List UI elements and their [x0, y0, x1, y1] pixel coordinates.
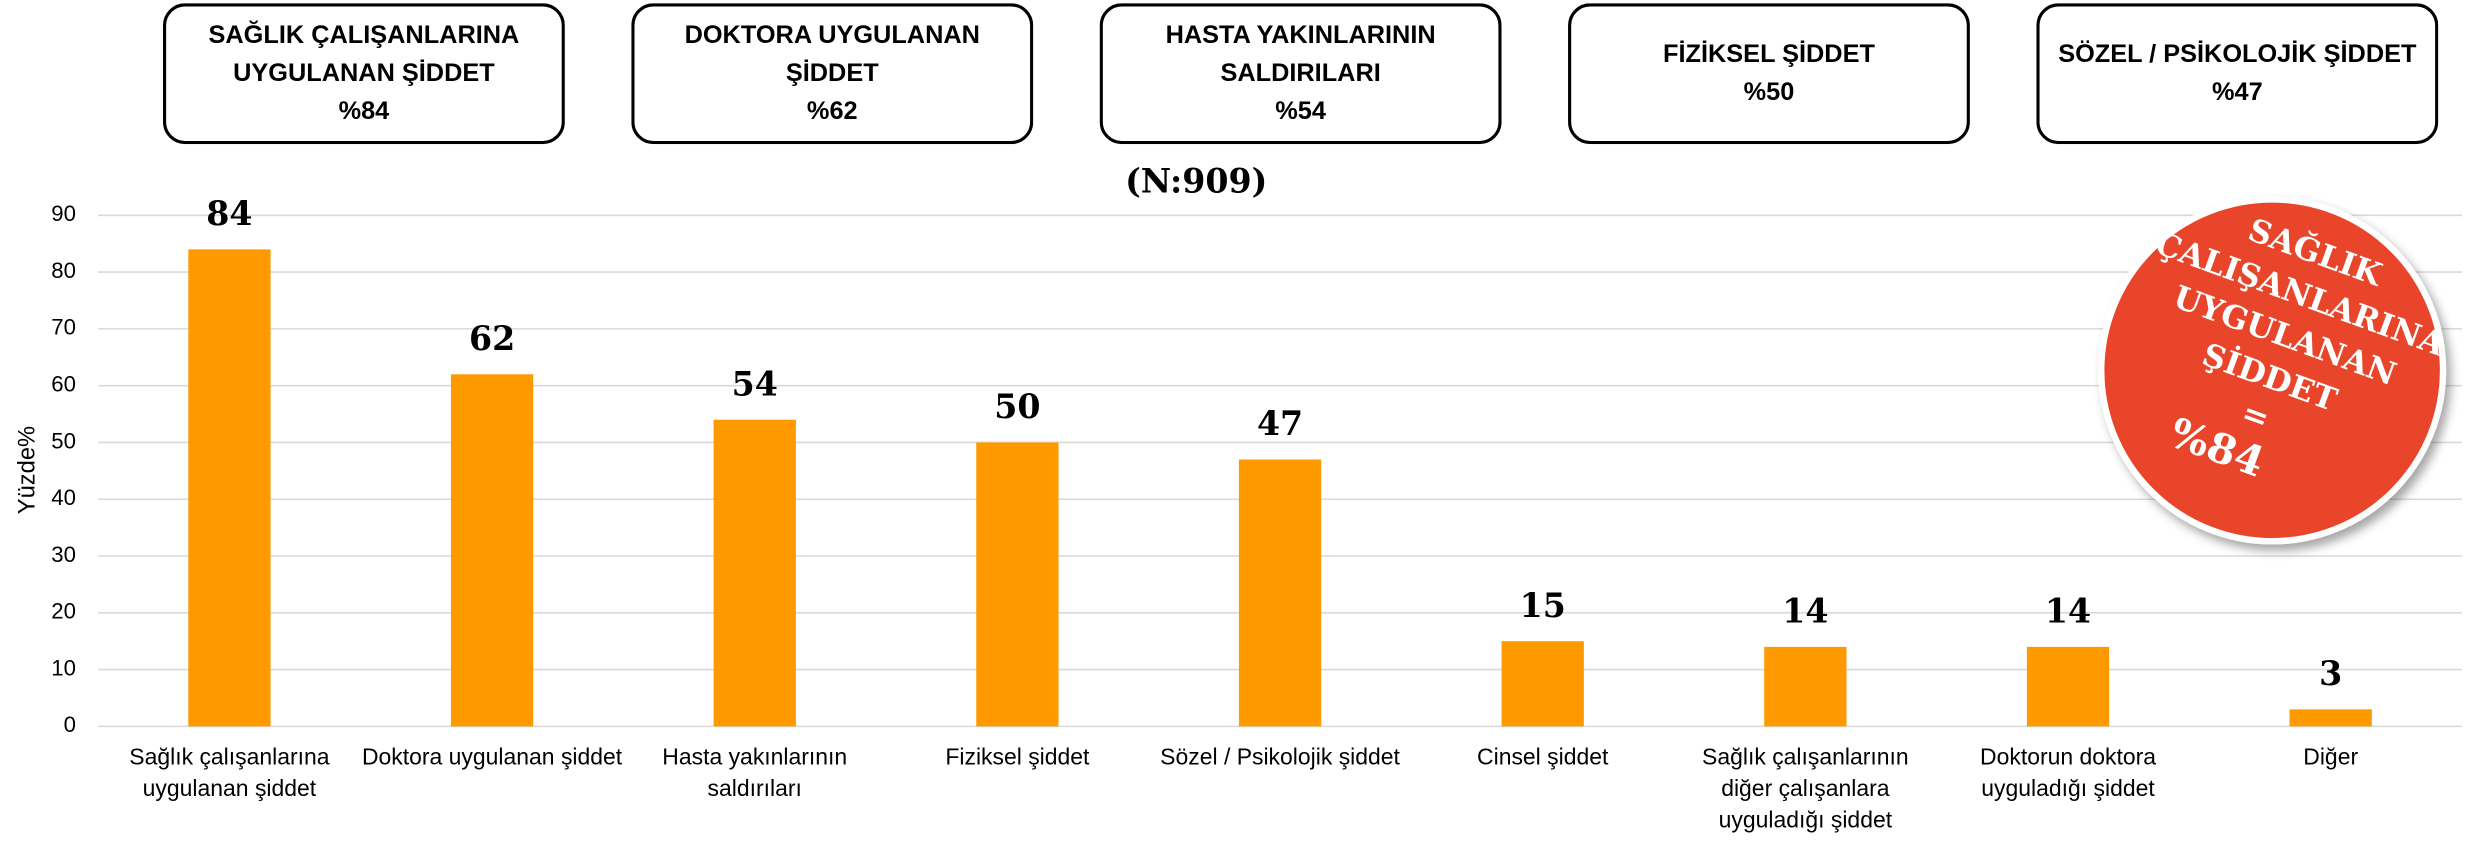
x-tick-label-text: Cinsel şiddet [1477, 745, 1609, 771]
y-tick-label: 30 [51, 542, 76, 567]
summary-box: DOKTORA UYGULANAN ŞİDDET %62 [631, 3, 1034, 145]
chart-subtitle: (N:909) [1125, 162, 1267, 201]
summary-box-frame: SAĞLIK ÇALIŞANLARINA UYGULANAN ŞİDDET %84 [162, 3, 565, 145]
summary-box-frame: SÖZEL / PSİKOLOJİK ŞİDDET %47 [2036, 3, 2439, 145]
x-tick-label: Fiziksel şiddet [945, 745, 1090, 771]
bar [450, 374, 534, 727]
bar [188, 249, 271, 727]
x-tick-label-text: Sağlık çalışanlarının diğer çalışanlara … [1702, 745, 1909, 834]
summary-box-label: SAĞLIK ÇALIŞANLARINA UYGULANAN ŞİDDET [208, 21, 520, 87]
x-tick-label: Sağlık çalışanlarına uygulanan şiddet [129, 745, 330, 803]
x-tick-label: Cinsel şiddet [1477, 745, 1609, 771]
x-tick-label: Sözel / Psikolojik şiddet [1160, 745, 1400, 771]
summary-box-frame: HASTA YAKINLARININ SALDIRILARI %54 [1099, 3, 1502, 145]
data-label: 50 [994, 387, 1040, 426]
summary-box-value: %62 [806, 97, 858, 125]
data-label: 54 [732, 365, 778, 404]
x-tick-label-text: Sağlık çalışanlarına uygulanan şiddet [129, 745, 330, 803]
x-tick-label: Sağlık çalışanlarının diğer çalışanlara … [1702, 745, 1909, 834]
summary-box-value: %50 [1743, 78, 1795, 106]
x-tick-label-text: Doktora uygulanan şiddet [361, 745, 623, 771]
x-tick-label-text: Diğer [2303, 745, 2359, 771]
summary-box-label: HASTA YAKINLARININ SALDIRILARI [1165, 21, 1436, 87]
y-tick-label: 80 [51, 258, 76, 283]
x-tick-label-text: Sözel / Psikolojik şiddet [1160, 745, 1400, 771]
y-tick-label: 40 [51, 485, 76, 510]
bar [976, 442, 1059, 727]
bar [1501, 641, 1584, 727]
data-label: 84 [206, 194, 252, 233]
y-tick-label: 70 [51, 315, 76, 340]
summary-box-label: SÖZEL / PSİKOLOJİK ŞİDDET [2058, 40, 2417, 68]
bar [1238, 459, 1322, 727]
summary-box: FİZİKSEL ŞİDDET %50 [1568, 3, 1970, 145]
y-tick-label: 90 [51, 201, 76, 226]
bar [1764, 646, 1847, 727]
y-tick-label: 60 [51, 372, 76, 397]
data-label: 14 [1782, 592, 1828, 631]
y-tick-label: 50 [51, 428, 76, 453]
x-tick-label-text: Fiziksel şiddet [945, 745, 1090, 771]
summary-box-value: %54 [1275, 97, 1326, 125]
summary-box-frame: DOKTORA UYGULANAN ŞİDDET %62 [631, 3, 1034, 145]
bar [2026, 646, 2110, 727]
summary-box: SAĞLIK ÇALIŞANLARINA UYGULANAN ŞİDDET %84 [162, 3, 565, 145]
summary-box-label: FİZİKSEL ŞİDDET [1663, 40, 1875, 68]
bar [2289, 709, 2372, 727]
x-tick-label: Hasta yakınlarının saldırıları [662, 745, 848, 803]
summary-box-value: %84 [338, 97, 390, 125]
y-axis-label: Yüzde% [15, 426, 41, 514]
y-tick-label: 10 [51, 655, 76, 680]
x-tick-label-text: Hasta yakınlarının saldırıları [662, 745, 848, 803]
summary-box: SÖZEL / PSİKOLOJİK ŞİDDET %47 [2036, 3, 2439, 145]
data-label: 14 [2045, 592, 2091, 631]
bar [713, 419, 796, 727]
x-tick-label: Diğer [2303, 745, 2359, 771]
summary-box-label: DOKTORA UYGULANAN ŞİDDET [684, 21, 980, 87]
data-label: 47 [1257, 404, 1303, 443]
data-label: 3 [2319, 654, 2342, 693]
x-tick-label: Doktora uygulanan şiddet [361, 745, 623, 771]
summary-box-frame: FİZİKSEL ŞİDDET %50 [1568, 3, 1970, 145]
summary-box: HASTA YAKINLARININ SALDIRILARI %54 [1099, 3, 1502, 145]
badge-circle [2098, 196, 2447, 545]
x-tick-label-text: Doktorun doktora uyguladığı şiddet [1980, 745, 2157, 803]
data-label: 62 [469, 319, 515, 358]
y-tick-label: 20 [51, 599, 76, 624]
data-label: 15 [1520, 586, 1566, 625]
y-tick-label: 0 [64, 712, 76, 737]
summary-box-value: %47 [2211, 78, 2263, 106]
x-tick-label: Doktorun doktora uyguladığı şiddet [1980, 745, 2157, 803]
